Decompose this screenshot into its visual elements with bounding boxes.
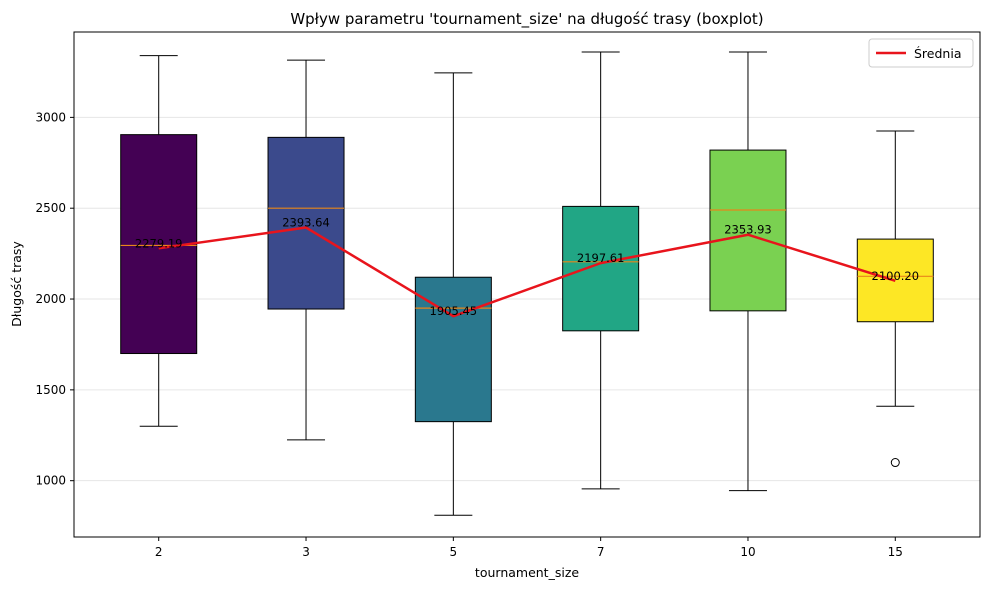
box-layer bbox=[120, 51, 934, 516]
box-iqr-3 bbox=[267, 136, 345, 310]
axis-layer: 1000 1500 2000 2500 3000 2 3 5 7 10 15 bbox=[35, 110, 902, 559]
chart-title: Wpływ parametru 'tournament_size' na dłu… bbox=[290, 10, 763, 29]
box-3 bbox=[267, 59, 345, 441]
mean-line-layer bbox=[158, 226, 896, 318]
plot-area-frame bbox=[73, 31, 981, 538]
y-tick-label-2500: 2500 bbox=[35, 201, 66, 215]
data-label-7: 2197.61 bbox=[577, 251, 625, 265]
x-tick-label-5: 5 bbox=[450, 545, 458, 559]
data-label-3: 2393.64 bbox=[282, 216, 330, 230]
box-10 bbox=[709, 51, 787, 492]
legend-label-srednia: Średnia bbox=[914, 46, 961, 61]
grid-layer bbox=[74, 116, 980, 482]
x-tick-label-2: 2 bbox=[155, 545, 163, 559]
y-tick-label-1000: 1000 bbox=[35, 474, 66, 488]
data-label-layer: 2279.19 2393.64 1905.45 2197.61 2353.93 2100.… bbox=[135, 216, 919, 319]
legend-frame bbox=[868, 38, 974, 68]
y-axis-label: Długość trasy bbox=[9, 241, 24, 327]
outlier-15-0 bbox=[890, 458, 900, 468]
box-15 bbox=[856, 130, 934, 468]
data-label-2: 2279.19 bbox=[135, 236, 183, 250]
box-iqr-10 bbox=[709, 149, 787, 312]
x-tick-label-3: 3 bbox=[302, 545, 310, 559]
box-5 bbox=[414, 72, 492, 516]
box-iqr-7 bbox=[562, 205, 640, 332]
y-tick-label-3000: 3000 bbox=[35, 110, 66, 124]
mean-line bbox=[158, 226, 896, 318]
y-tick-label-2000: 2000 bbox=[35, 292, 66, 306]
data-label-10: 2353.93 bbox=[724, 223, 772, 237]
y-tick-label-1500: 1500 bbox=[35, 383, 66, 397]
x-axis-label: tournament_size bbox=[475, 565, 579, 580]
x-tick-label-7: 7 bbox=[597, 545, 605, 559]
legend: Średnia bbox=[868, 38, 974, 68]
box-7 bbox=[562, 51, 640, 490]
x-tick-label-10: 10 bbox=[740, 545, 755, 559]
data-label-5: 1905.45 bbox=[430, 304, 478, 318]
x-tick-label-15: 15 bbox=[888, 545, 903, 559]
data-label-15: 2100.20 bbox=[872, 269, 920, 283]
